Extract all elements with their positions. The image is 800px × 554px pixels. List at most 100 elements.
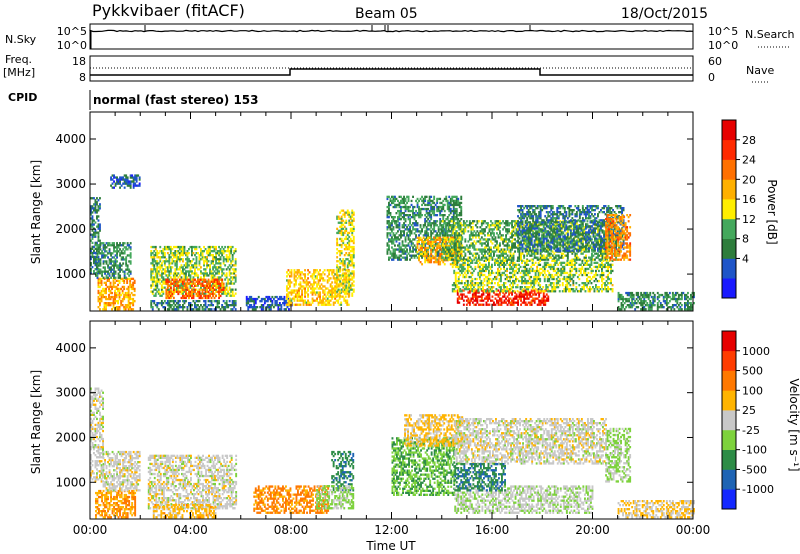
power-cell bbox=[446, 218, 449, 221]
power-cell bbox=[105, 254, 108, 257]
power-cell bbox=[317, 279, 320, 282]
power-cell bbox=[424, 207, 427, 211]
power-cell bbox=[292, 297, 294, 300]
power-cell bbox=[493, 238, 495, 241]
power-cell bbox=[120, 178, 123, 181]
power-cell bbox=[422, 244, 425, 248]
power-cell bbox=[153, 250, 156, 253]
power-cell bbox=[216, 262, 219, 265]
power-cell bbox=[348, 290, 351, 293]
power-cell bbox=[207, 282, 210, 285]
power-cell bbox=[431, 201, 434, 205]
power-cell bbox=[222, 258, 225, 261]
power-cell bbox=[439, 261, 442, 264]
power-cell bbox=[454, 212, 457, 215]
power-cell bbox=[194, 272, 196, 275]
power-cell bbox=[391, 258, 393, 261]
power-cell bbox=[99, 239, 101, 242]
power-cell bbox=[339, 229, 342, 232]
power-cell bbox=[416, 250, 419, 254]
power-cell bbox=[165, 248, 168, 251]
power-cell bbox=[114, 246, 117, 249]
power-data-region bbox=[150, 300, 237, 311]
power-cell bbox=[521, 226, 524, 229]
power-cell bbox=[165, 290, 168, 293]
power-cell bbox=[154, 274, 157, 277]
power-cell bbox=[174, 252, 177, 255]
power-cell bbox=[266, 297, 269, 301]
power-cell bbox=[418, 257, 420, 260]
power-cell bbox=[204, 274, 207, 277]
power-cell bbox=[110, 254, 112, 257]
power-cell bbox=[93, 261, 95, 265]
power-cell bbox=[153, 258, 156, 261]
power-cell bbox=[343, 297, 346, 300]
power-cell bbox=[527, 234, 530, 237]
power-cell bbox=[464, 224, 467, 227]
power-cell bbox=[439, 205, 442, 209]
power-cell bbox=[125, 182, 128, 185]
power-cell bbox=[151, 252, 154, 255]
power-cell bbox=[346, 278, 349, 281]
power-cell bbox=[424, 259, 427, 262]
power-cell bbox=[172, 260, 175, 263]
power-cell bbox=[348, 286, 351, 289]
freq-tick-top: 18 bbox=[72, 55, 86, 68]
power-cell bbox=[418, 207, 420, 211]
power-cell bbox=[175, 258, 178, 261]
power-cell bbox=[119, 268, 121, 271]
power-cell bbox=[351, 256, 354, 259]
power-cell bbox=[433, 209, 436, 213]
power-cell bbox=[515, 224, 518, 227]
power-cell bbox=[455, 248, 458, 251]
power-cell bbox=[189, 302, 192, 305]
power-cell bbox=[386, 195, 389, 198]
power-cell bbox=[407, 205, 410, 209]
power-cell bbox=[289, 275, 291, 278]
power-cell bbox=[331, 287, 334, 290]
power-cell bbox=[126, 178, 129, 181]
power-cell bbox=[195, 272, 198, 275]
power-cell bbox=[459, 226, 462, 229]
power-cell bbox=[437, 207, 440, 211]
power-cell bbox=[283, 302, 286, 305]
power-cell bbox=[186, 250, 189, 253]
power-cell bbox=[186, 288, 189, 291]
power-cell bbox=[342, 274, 345, 277]
power-cell bbox=[499, 236, 501, 239]
power-cell bbox=[352, 252, 355, 255]
power-cell bbox=[553, 224, 556, 227]
power-cell bbox=[502, 248, 504, 251]
power-cell bbox=[268, 306, 271, 309]
power-cell bbox=[487, 242, 489, 245]
power-cell bbox=[410, 256, 413, 259]
power-cell bbox=[111, 244, 114, 247]
power-cell bbox=[177, 286, 180, 289]
power-cell bbox=[459, 254, 462, 257]
power-cell bbox=[406, 201, 408, 205]
power-cell bbox=[180, 264, 183, 267]
power-cell bbox=[413, 212, 416, 215]
power-cell bbox=[479, 242, 482, 245]
power-cell bbox=[461, 238, 464, 241]
power-cell bbox=[132, 176, 135, 179]
power-cell bbox=[296, 277, 299, 280]
power-cell bbox=[421, 195, 423, 198]
power-cell bbox=[189, 292, 192, 296]
power-cell bbox=[449, 197, 452, 201]
power-cell bbox=[392, 252, 395, 255]
power-cell bbox=[108, 277, 110, 280]
power-cell bbox=[449, 244, 452, 247]
power-cell bbox=[497, 224, 500, 227]
power-cell bbox=[448, 256, 451, 259]
power-cell bbox=[183, 300, 186, 303]
power-cell bbox=[337, 221, 340, 224]
power-cell bbox=[439, 201, 442, 205]
power-cell bbox=[172, 272, 175, 275]
power-cell bbox=[352, 227, 355, 230]
power-cell bbox=[305, 285, 308, 288]
power-cell bbox=[210, 308, 213, 311]
power-cell bbox=[97, 285, 100, 289]
power-cell bbox=[397, 244, 399, 247]
power-cell bbox=[449, 240, 452, 243]
